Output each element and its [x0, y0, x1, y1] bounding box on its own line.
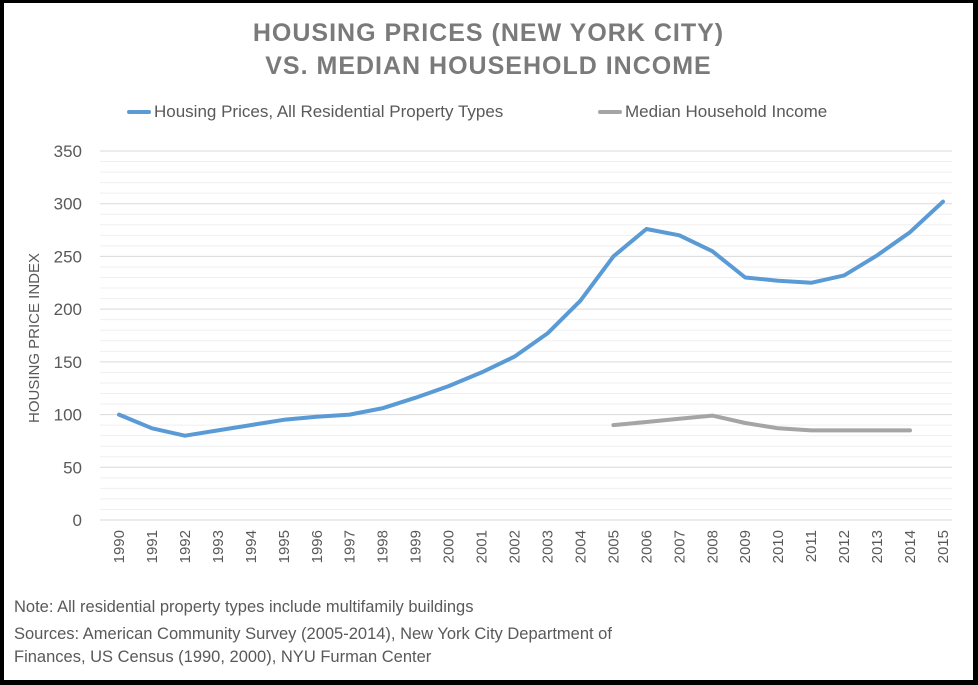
x-tick-label: 1999	[408, 530, 425, 563]
y-tick-label: 200	[54, 300, 82, 319]
y-tick-label: 300	[54, 195, 82, 214]
legend-label-housing-prices: Housing Prices, All Residential Property…	[154, 102, 504, 121]
x-tick-label: 1991	[144, 530, 161, 563]
y-tick-label: 100	[54, 406, 82, 425]
y-tick-label: 0	[73, 511, 82, 530]
x-tick-label: 2014	[902, 530, 919, 563]
x-tick-label: 1994	[243, 530, 260, 563]
legend-item-housing-prices: Housing Prices, All Residential Property…	[127, 102, 503, 122]
chart-title: HOUSING PRICES (NEW YORK CITY) VS. MEDIA…	[4, 17, 973, 83]
x-tick-label: 2004	[572, 530, 589, 563]
x-tick-label: 1995	[276, 530, 293, 563]
x-tick-label: 1996	[309, 530, 326, 563]
x-tick-label: 1993	[210, 530, 227, 563]
y-tick-label: 150	[54, 353, 82, 372]
sources-line-1: Sources: American Community Survey (2005…	[14, 625, 612, 643]
sources-line-2: Finances, US Census (1990, 2000), NYU Fu…	[14, 648, 432, 666]
y-axis-title: HOUSING PRICE INDEX	[26, 253, 43, 423]
y-tick-label: 50	[63, 458, 82, 477]
legend-swatch-housing-prices	[127, 110, 151, 114]
x-tick-label: 2006	[638, 530, 655, 563]
x-tick-label: 2011	[803, 530, 820, 562]
y-tick-label: 350	[54, 142, 82, 161]
series-line-housing-prices	[117, 199, 945, 438]
x-tick-label: 2012	[836, 530, 853, 563]
x-tick-label: 2008	[704, 530, 721, 563]
x-tick-label: 2007	[671, 530, 688, 563]
x-tick-label: 1992	[177, 530, 194, 563]
x-tick-label: 2002	[507, 530, 524, 563]
x-tick-label: 2001	[474, 530, 491, 563]
y-tick-labels: 0 50 100 150 200 250 300 350	[54, 142, 82, 530]
x-tick-label: 2003	[539, 530, 556, 563]
x-tick-label: 2015	[935, 530, 952, 563]
x-tick-label: 2009	[737, 530, 754, 563]
x-tick-label: 2005	[605, 530, 622, 563]
y-tick-label: 250	[54, 247, 82, 266]
legend-swatch-median-income	[598, 110, 622, 114]
grid-lines	[100, 150, 952, 521]
chart-title-line-1: HOUSING PRICES (NEW YORK CITY)	[252, 19, 725, 47]
series-lines	[117, 199, 945, 438]
legend-label-median-income: Median Household Income	[625, 102, 828, 121]
chart-legend: Housing Prices, All Residential Property…	[4, 102, 973, 126]
x-tick-labels: 1990 1991 1992 1993 1994 1995 1996 1997 1998 1999…	[111, 530, 952, 563]
chart-frame: HOUSING PRICES (NEW YORK CITY) VS. MEDIA…	[4, 3, 973, 680]
x-tick-label: 1990	[111, 530, 128, 563]
x-tick-label: 2000	[441, 530, 458, 563]
note-text: Note: All residential property types inc…	[14, 598, 474, 616]
chart-title-line-2: VS. MEDIAN HOUSEHOLD INCOME	[265, 52, 712, 80]
series-line-median-income	[611, 413, 912, 433]
x-tick-label: 2013	[869, 530, 886, 563]
x-tick-label: 1998	[375, 530, 392, 563]
x-tick-label: 2010	[770, 530, 787, 563]
x-tick-label: 1997	[342, 530, 359, 563]
chart-notes: Note: All residential property types inc…	[14, 596, 612, 669]
legend-item-median-income: Median Household Income	[598, 102, 827, 122]
